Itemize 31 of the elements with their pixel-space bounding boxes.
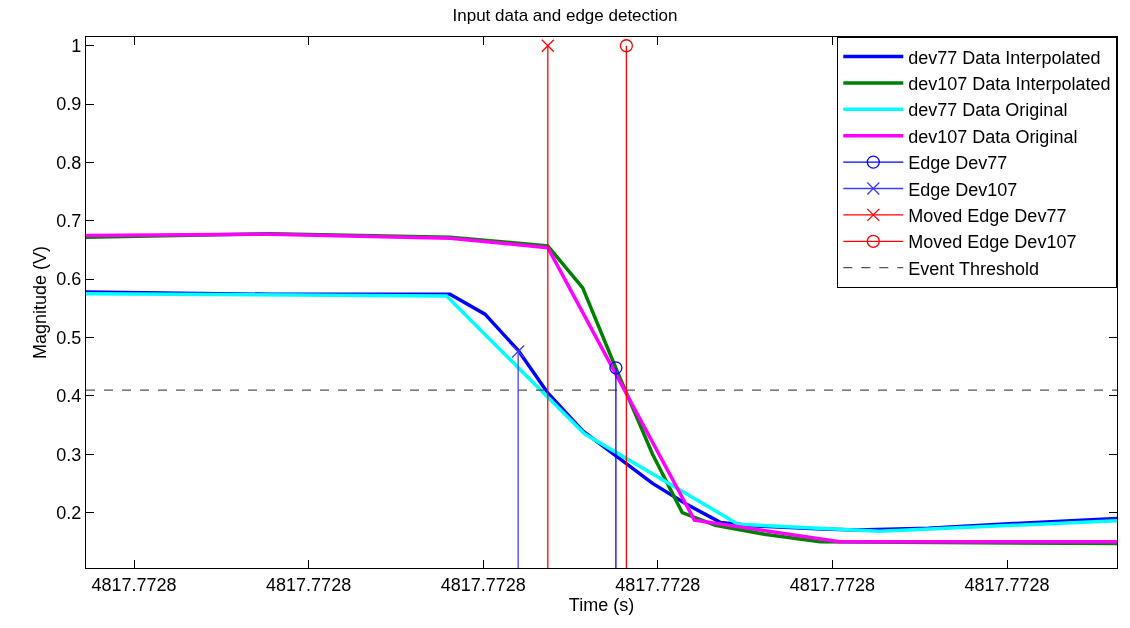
x-tick-label: 4817.7728	[964, 574, 1050, 595]
y-tick-label: 0.8	[56, 152, 82, 173]
y-tick-label: 1	[71, 36, 82, 57]
point	[609, 361, 623, 375]
legend-label: dev107 Data Original	[908, 126, 1078, 147]
y-tick-label: 0.9	[56, 94, 82, 115]
legend-label: Edge Dev107	[908, 179, 1018, 200]
legend-label: dev77 Data Interpolated	[908, 47, 1101, 68]
y-tick-label: 0.5	[56, 327, 82, 348]
point	[619, 39, 634, 53]
y-axis-title: Magnitude (V)	[30, 245, 51, 360]
y-tick-label: 0.2	[56, 502, 82, 523]
y-tick-label: 0.3	[56, 444, 82, 465]
legend-label: Moved Edge Dev107	[908, 232, 1077, 253]
y-tick-label: 0.6	[56, 269, 82, 290]
x-tick-label: 4817.7728	[266, 574, 352, 595]
x-tick-label: 4817.7728	[615, 574, 701, 595]
legend-label: Event Threshold	[908, 258, 1040, 279]
x-tick-label: 4817.7728	[440, 574, 526, 595]
x-tick-label: 4817.7728	[789, 574, 875, 595]
chart-title: Input data and edge detection	[452, 6, 678, 26]
legend-label: Edge Dev77	[908, 153, 1008, 174]
point	[541, 39, 555, 53]
x-tick-label: 4817.7728	[91, 574, 177, 595]
y-tick-label: 0.7	[56, 211, 82, 232]
x-axis-title: Time (s)	[568, 594, 635, 615]
point	[511, 344, 525, 359]
legend-label: dev107 Data Interpolated	[908, 73, 1111, 94]
y-tick-label: 0.4	[56, 386, 82, 407]
legend-label: dev77 Data Original	[908, 100, 1068, 121]
legend-label: Moved Edge Dev77	[908, 205, 1067, 226]
